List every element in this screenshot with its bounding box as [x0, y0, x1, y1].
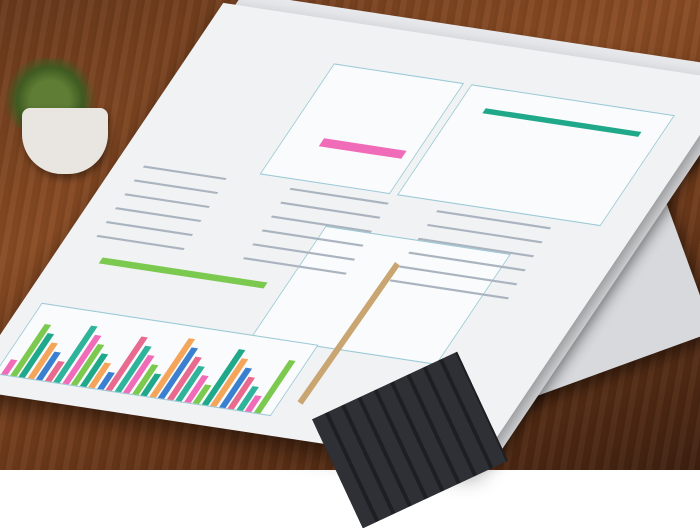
text-line	[426, 223, 543, 244]
decorative-bar	[253, 359, 296, 414]
text-line	[280, 201, 381, 219]
text-line	[96, 234, 185, 251]
text-line	[124, 193, 210, 209]
text-line	[105, 221, 194, 237]
highlight-bar	[98, 257, 268, 289]
plant-pot	[22, 108, 108, 174]
text-line	[142, 165, 227, 181]
text-line	[133, 179, 219, 195]
text-line	[114, 207, 202, 223]
